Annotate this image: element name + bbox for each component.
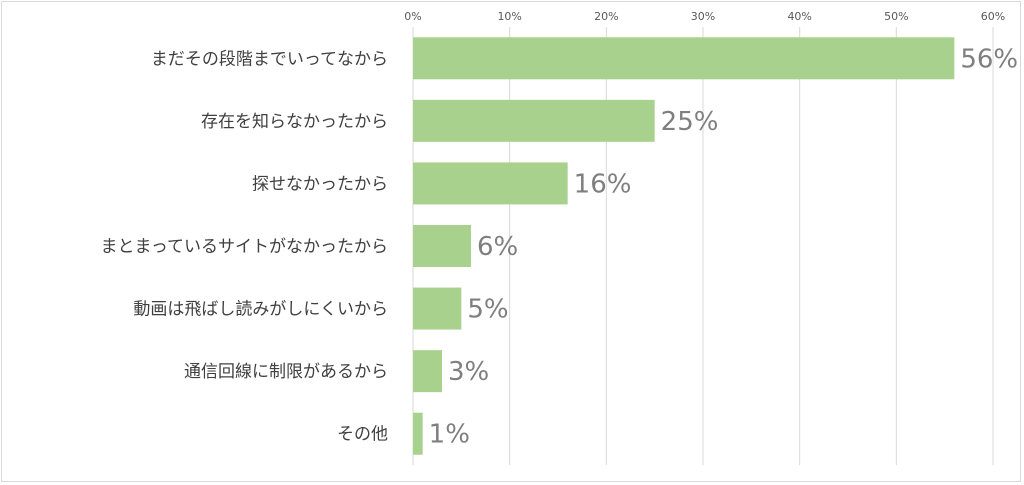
data-label: 16% bbox=[574, 169, 632, 199]
x-tick-label: 30% bbox=[691, 10, 715, 23]
bar bbox=[413, 99, 655, 142]
bar bbox=[413, 287, 462, 330]
bar bbox=[413, 412, 423, 455]
x-tick-label: 50% bbox=[884, 10, 908, 23]
x-tick-label: 20% bbox=[594, 10, 618, 23]
category-label: 動画は飛ばし読みがしにくいから bbox=[133, 300, 388, 320]
bar bbox=[413, 350, 442, 393]
category-label: まとまっているサイトがなかったから bbox=[101, 237, 388, 257]
data-label: 3% bbox=[448, 357, 489, 387]
category-label: 存在を知らなかったから bbox=[201, 112, 388, 132]
category-label: 探せなかったから bbox=[252, 174, 388, 194]
x-tick-label: 10% bbox=[497, 10, 521, 23]
category-label: 通信回線に制限があるから bbox=[184, 362, 388, 382]
data-label: 56% bbox=[960, 44, 1018, 74]
x-tick-label: 0% bbox=[404, 10, 421, 23]
bar bbox=[413, 162, 568, 205]
x-tick-label: 60% bbox=[981, 10, 1005, 23]
data-label: 6% bbox=[477, 232, 518, 262]
data-label: 25% bbox=[661, 107, 719, 137]
data-label: 5% bbox=[467, 295, 508, 325]
data-label: 1% bbox=[429, 420, 470, 450]
x-tick-label: 40% bbox=[787, 10, 811, 23]
category-label: まだその段階までいってなから bbox=[151, 49, 388, 69]
bar bbox=[413, 225, 471, 267]
category-label: その他 bbox=[337, 425, 388, 445]
bar bbox=[413, 37, 955, 80]
